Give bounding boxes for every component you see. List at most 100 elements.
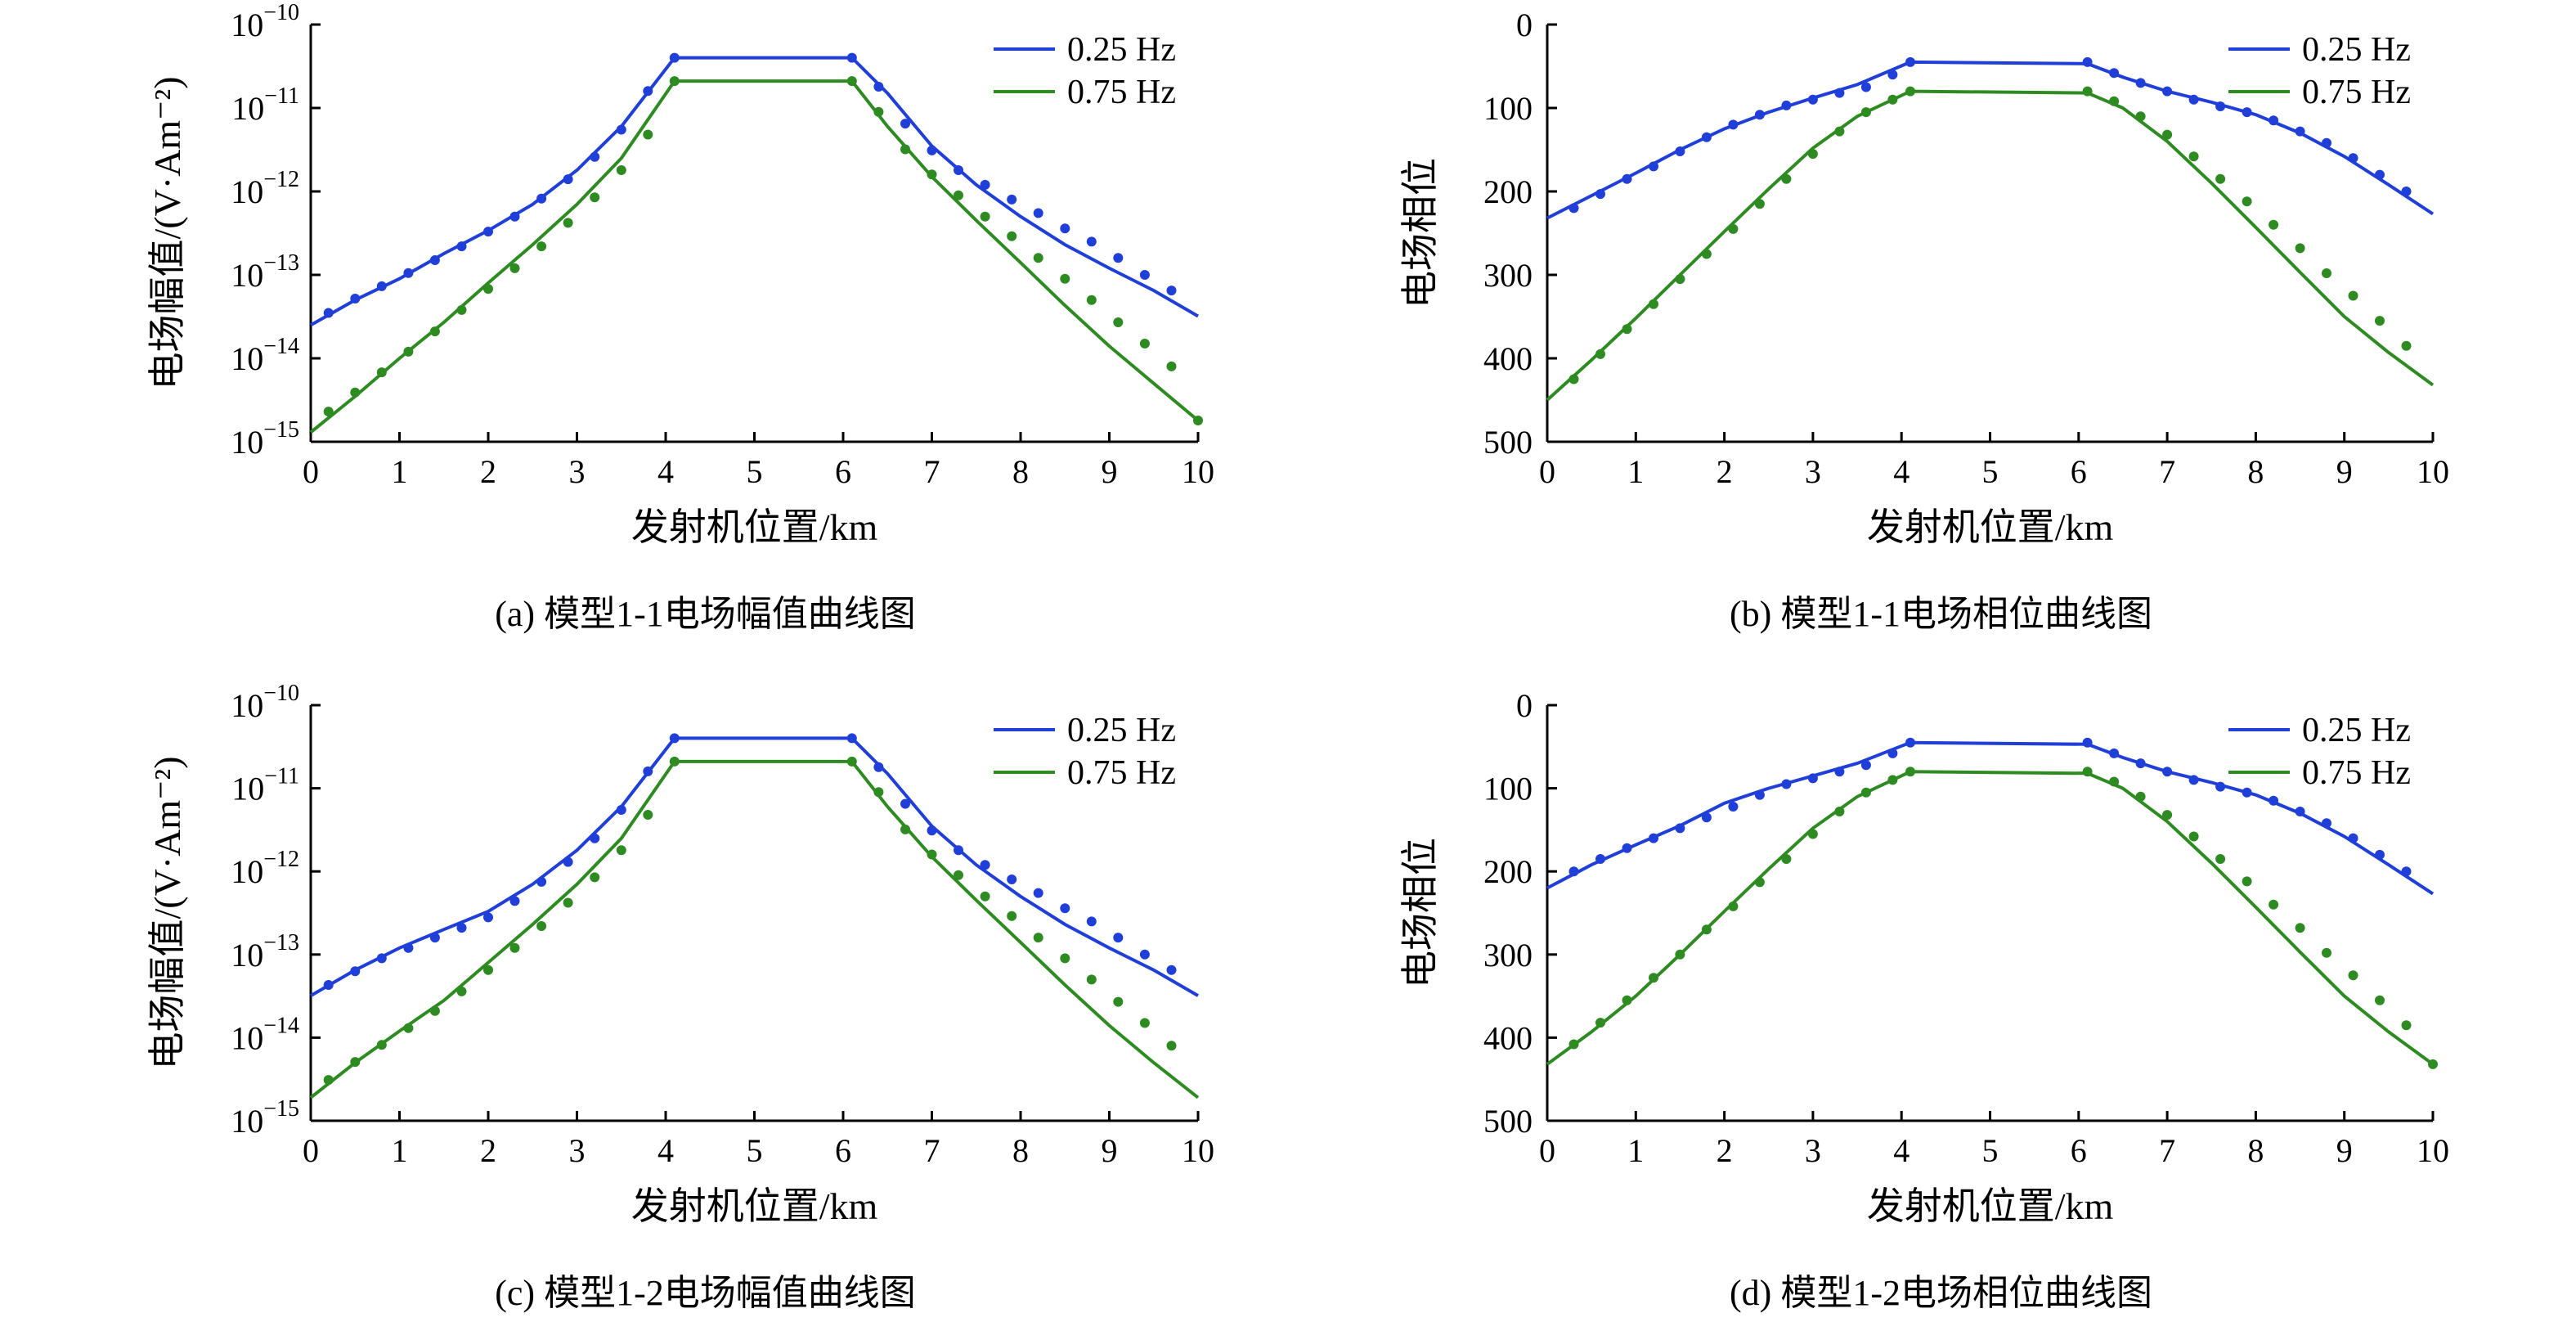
data-point (1781, 173, 1792, 184)
x-axis-title: 发射机位置/km (1867, 506, 2114, 548)
data-point (509, 896, 520, 906)
data-point (350, 966, 361, 977)
x-tick-label: 8 (1012, 1132, 1029, 1169)
series-1 (309, 756, 1200, 1099)
y-tick-label: 10−14 (231, 334, 299, 377)
data-point (846, 76, 857, 87)
data-point (403, 1023, 414, 1033)
legend-label: 0.75 Hz (1067, 74, 1176, 111)
y-tick-label: 400 (1483, 1019, 1533, 1056)
data-point (456, 304, 467, 315)
panel-caption: (a) 模型1-1电场幅值曲线图 (495, 594, 916, 634)
data-point (1807, 773, 1818, 784)
x-tick-label: 4 (1893, 1132, 1910, 1169)
data-point (2215, 101, 2226, 111)
x-axis-title: 发射机位置/km (631, 1185, 878, 1227)
data-point (1701, 132, 1712, 142)
x-tick-label: 10 (1182, 1132, 1214, 1169)
y-tick-label: 200 (1483, 173, 1533, 210)
data-point (1649, 161, 1658, 172)
data-point (483, 965, 493, 975)
data-point (429, 255, 440, 265)
data-point (643, 86, 653, 97)
data-point (2375, 849, 2385, 860)
y-axis-title: 电场相位 (1399, 838, 1441, 988)
data-point (1139, 1018, 1150, 1028)
x-tick-label: 4 (1893, 453, 1910, 490)
legend-label: 0.25 Hz (1067, 31, 1176, 69)
data-point (2401, 1020, 2412, 1031)
data-point (1701, 812, 1712, 823)
x-axis-title: 发射机位置/km (1867, 1185, 2114, 1227)
y-tick-label: 10−13 (231, 930, 299, 974)
chart-b: 0 1 2 3 4 5 6 7 8 9 100100200300400500发射机位置/km电场相位… (1399, 7, 2449, 634)
data-point (2215, 173, 2226, 184)
data-point (616, 124, 626, 135)
data-point (1649, 973, 1658, 983)
series-line (1546, 740, 2435, 896)
data-point (1905, 86, 1915, 97)
x-tick-label: 6 (2071, 1132, 2087, 1169)
legend-label: 0.75 Hz (2302, 74, 2411, 111)
data-point (376, 281, 387, 291)
x-tick-label: 3 (569, 1132, 586, 1169)
data-point (2135, 78, 2146, 88)
panel-caption: (d) 模型1-2电场相位曲线图 (1730, 1273, 2152, 1313)
data-point (643, 129, 653, 140)
x-tick-label: 3 (569, 453, 586, 490)
x-tick-label: 7 (2159, 1132, 2175, 1169)
data-point (483, 227, 493, 237)
data-point (2348, 970, 2358, 981)
data-point (403, 268, 414, 278)
data-point (1568, 866, 1579, 877)
data-point (2348, 290, 2358, 301)
data-point (2188, 151, 2199, 162)
x-tick-label: 2 (480, 1132, 496, 1169)
data-point (323, 980, 334, 990)
x-tick-label: 9 (2336, 453, 2353, 490)
data-point (2135, 758, 2146, 769)
data-point (2135, 791, 2146, 802)
data-point (2269, 899, 2279, 910)
legend-label: 0.25 Hz (2302, 31, 2411, 69)
data-point (1675, 949, 1685, 960)
data-point (1595, 1018, 1605, 1028)
y-tick-label: 10−15 (231, 417, 299, 461)
data-point (2109, 776, 2120, 787)
data-point (1193, 416, 1203, 425)
data-point (563, 857, 573, 867)
x-tick-label: 1 (392, 1132, 408, 1169)
x-tick-label: 2 (480, 453, 496, 490)
data-point (323, 1075, 334, 1086)
data-point (1139, 339, 1150, 348)
data-point (2295, 126, 2305, 137)
data-point (1887, 775, 1898, 785)
data-point (2215, 781, 2226, 792)
legend-label: 0.75 Hz (2302, 754, 2411, 792)
data-point (2242, 787, 2252, 798)
data-point (2242, 876, 2252, 887)
data-point (1595, 854, 1605, 864)
y-tick-label: 100 (1483, 90, 1533, 127)
data-point (1060, 903, 1070, 914)
data-point (2109, 96, 2120, 106)
data-point (1887, 70, 1898, 80)
data-point (1887, 94, 1898, 105)
data-point (1905, 56, 1915, 67)
data-point (429, 1005, 440, 1016)
data-point (1166, 361, 1177, 371)
data-point (1834, 126, 1845, 137)
series-0 (310, 733, 1200, 997)
y-axis-title: 电场幅值/(V·Am⁻²) (146, 756, 188, 1069)
data-point (1113, 253, 1124, 263)
data-point (536, 241, 547, 252)
data-point (509, 263, 520, 273)
series-1 (1546, 86, 2435, 402)
y-tick-label: 0 (1516, 7, 1533, 43)
x-tick-label: 0 (1539, 453, 1555, 490)
data-point (1860, 787, 1871, 798)
data-point (2269, 115, 2279, 126)
data-point (927, 169, 937, 180)
chart-a: 0 1 2 3 4 5 6 7 8 9 10 10−15 10−14 10−13 10−12 10−11 10−… (146, 0, 1214, 634)
data-point (900, 144, 910, 155)
